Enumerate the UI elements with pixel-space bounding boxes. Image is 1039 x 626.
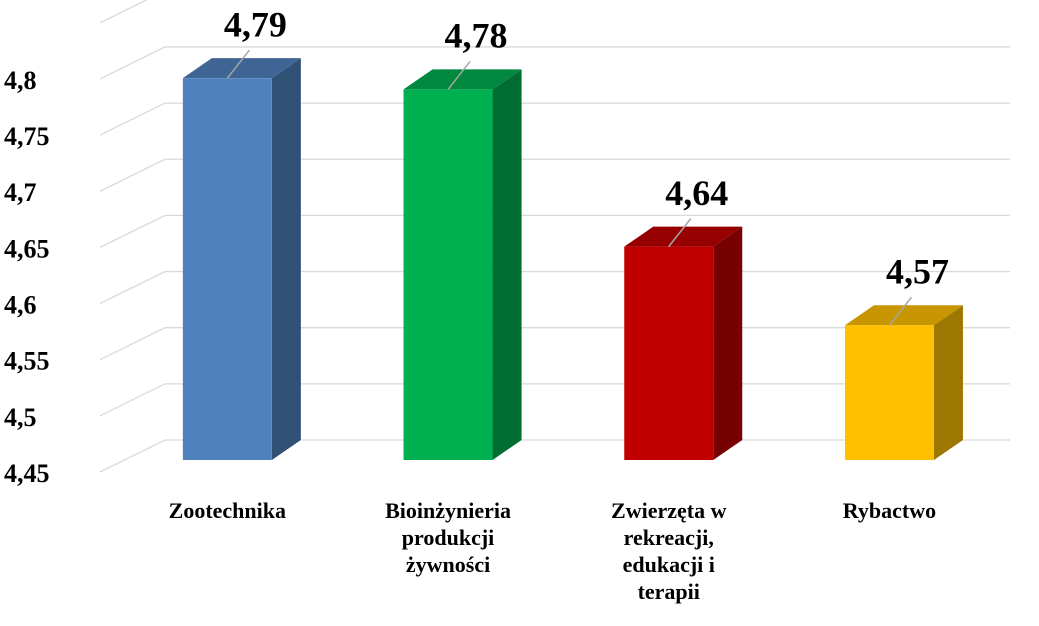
bar [844,325,934,460]
bar-side [271,58,301,461]
bar-top [624,226,743,247]
x-tick-label: Bioinżynieria produkcji żywności [385,498,511,577]
value-label: 4,64 [665,173,728,213]
grid-line [99,102,1010,136]
leader-line [888,296,913,326]
y-tick-label: 4,8 [4,66,37,95]
bar-top [182,58,301,79]
leader-line [668,218,692,248]
bar [403,89,493,460]
y-tick-label: 4,75 [4,122,50,151]
x-tick-label: Zootechnika [168,498,287,523]
y-tick-label: 4,7 [4,178,37,207]
leader-line [226,49,250,79]
grid-line [99,46,1010,80]
y-tick-label: 4,55 [4,347,50,376]
bar-top [844,305,963,326]
grid-line [99,214,1010,248]
y-tick-label: 4,65 [4,234,50,263]
value-label: 4,79 [224,4,287,44]
bar [182,78,272,461]
leader-line [447,60,471,90]
bar-side [492,69,522,460]
y-tick-label: 4,5 [4,403,37,432]
bar-top [403,69,522,90]
bar-side [933,305,963,460]
grid-line [99,158,1010,192]
bar-side [713,226,743,460]
x-tick-label: Rybactwo [842,498,937,523]
y-tick-label: 4,6 [4,291,37,320]
x-tick-label: Zwierzęta w rekreacji, edukacji i terapi… [611,498,727,604]
bar [624,246,714,460]
plot-frame [99,0,148,24]
value-label: 4,57 [886,252,949,292]
y-tick-label: 4,45 [4,459,50,488]
value-label: 4,78 [445,16,508,56]
